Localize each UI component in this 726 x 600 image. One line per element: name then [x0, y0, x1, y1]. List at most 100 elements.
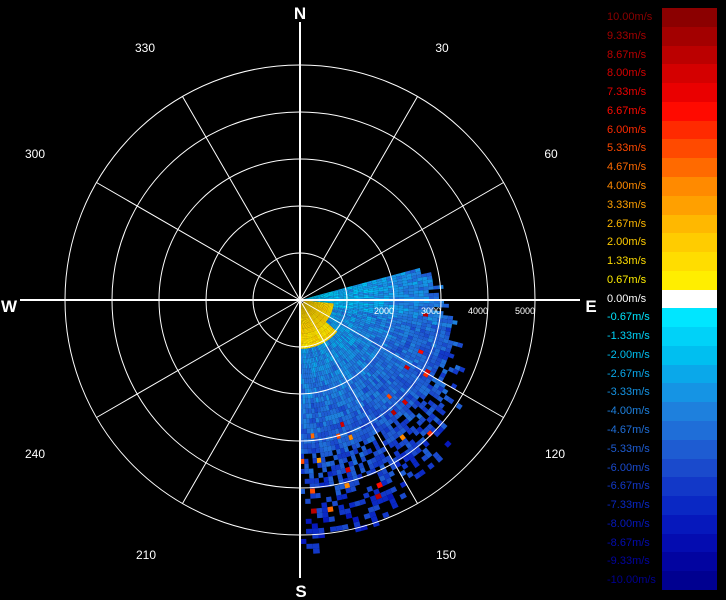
velocity-gate [403, 411, 410, 419]
velocity-gate [333, 294, 339, 297]
velocity-gate [422, 372, 429, 378]
velocity-gate [303, 308, 306, 313]
velocity-gate [344, 351, 350, 357]
velocity-gate [306, 322, 309, 328]
velocity-gate [368, 303, 374, 306]
velocity-gate [326, 340, 331, 346]
velocity-gate [313, 319, 317, 325]
velocity-gate [377, 312, 383, 316]
velocity-gate [301, 303, 303, 309]
velocity-gate [358, 293, 364, 296]
velocity-gate [316, 387, 320, 393]
velocity-gate [388, 369, 395, 375]
velocity-gate [395, 359, 402, 365]
velocity-gate [308, 316, 312, 322]
velocity-gate [322, 406, 327, 412]
velocity-gate [303, 333, 306, 339]
velocity-gate [308, 303, 314, 305]
velocity-gate [380, 378, 387, 385]
velocity-gate [348, 460, 354, 467]
velocity-gate [363, 422, 369, 429]
velocity-gate [318, 305, 323, 308]
velocity-gate [378, 340, 384, 345]
velocity-gate [303, 308, 306, 314]
velocity-gate [334, 381, 339, 387]
velocity-gate [349, 353, 355, 359]
velocity-gate [397, 283, 404, 288]
velocity-gate [303, 301, 309, 303]
velocity-gate [301, 313, 302, 319]
velocity-gate [318, 386, 322, 392]
velocity-gate [409, 356, 415, 362]
velocity-gate [435, 405, 442, 413]
velocity-gate [320, 452, 325, 458]
velocity-gate [426, 430, 434, 438]
velocity-gate [342, 332, 347, 338]
velocity-gate [343, 420, 348, 427]
velocity-gate [319, 421, 324, 428]
velocity-gate [346, 362, 352, 368]
velocity-gate [373, 289, 379, 293]
velocity-gate [423, 306, 429, 311]
velocity-gate [301, 308, 303, 314]
legend-entry: 8.67m/s [605, 45, 717, 65]
velocity-gate [358, 296, 364, 299]
velocity-gate [309, 368, 312, 374]
velocity-gate [317, 381, 321, 388]
velocity-gate [318, 303, 324, 305]
velocity-gate [347, 341, 353, 347]
velocity-gate [352, 516, 360, 523]
velocity-gate [352, 309, 358, 313]
legend-label: 6.00m/s [607, 123, 647, 136]
velocity-gate [378, 308, 384, 311]
velocity-gate [401, 359, 408, 365]
velocity-gate [412, 314, 418, 319]
velocity-gate [388, 287, 394, 291]
velocity-gate [302, 302, 307, 307]
velocity-gate [421, 454, 429, 462]
velocity-gate [398, 291, 404, 295]
velocity-gate [383, 340, 390, 345]
velocity-gate [340, 335, 345, 340]
velocity-gate [330, 323, 335, 328]
velocity-gate [334, 428, 340, 435]
velocity-gate [318, 304, 324, 307]
velocity-gate [335, 407, 340, 414]
velocity-gate [314, 367, 318, 373]
velocity-gate [399, 401, 406, 409]
velocity-gate [439, 349, 446, 356]
velocity-gate [381, 370, 387, 377]
velocity-gate [328, 362, 332, 368]
velocity-gate [312, 367, 316, 373]
velocity-gate [427, 462, 435, 470]
velocity-gate [390, 428, 397, 436]
velocity-gate [350, 411, 356, 418]
velocity-gate [409, 412, 416, 419]
velocity-gate [435, 455, 444, 463]
velocity-gate [343, 291, 349, 294]
velocity-gate [370, 343, 376, 349]
velocity-gate [332, 354, 337, 360]
velocity-gate [359, 401, 365, 408]
velocity-gate [346, 374, 352, 381]
velocity-gate [417, 349, 424, 355]
azimuth-spoke [299, 182, 504, 301]
velocity-gate [332, 309, 338, 313]
velocity-gate [324, 358, 329, 364]
velocity-gate [370, 368, 376, 374]
velocity-gate [323, 305, 329, 308]
velocity-gate [358, 430, 365, 437]
velocity-gate [303, 423, 307, 429]
velocity-gate [412, 443, 419, 450]
velocity-gate [401, 274, 407, 279]
velocity-gate [362, 354, 368, 360]
velocity-gate [302, 378, 305, 384]
velocity-gate [312, 325, 316, 331]
velocity-gate [343, 446, 350, 453]
velocity-gate [305, 333, 308, 339]
velocity-gate [308, 303, 314, 306]
velocity-gate [368, 290, 374, 293]
velocity-gate [372, 461, 380, 469]
velocity-gate [357, 286, 363, 290]
velocity-gate [354, 321, 360, 325]
